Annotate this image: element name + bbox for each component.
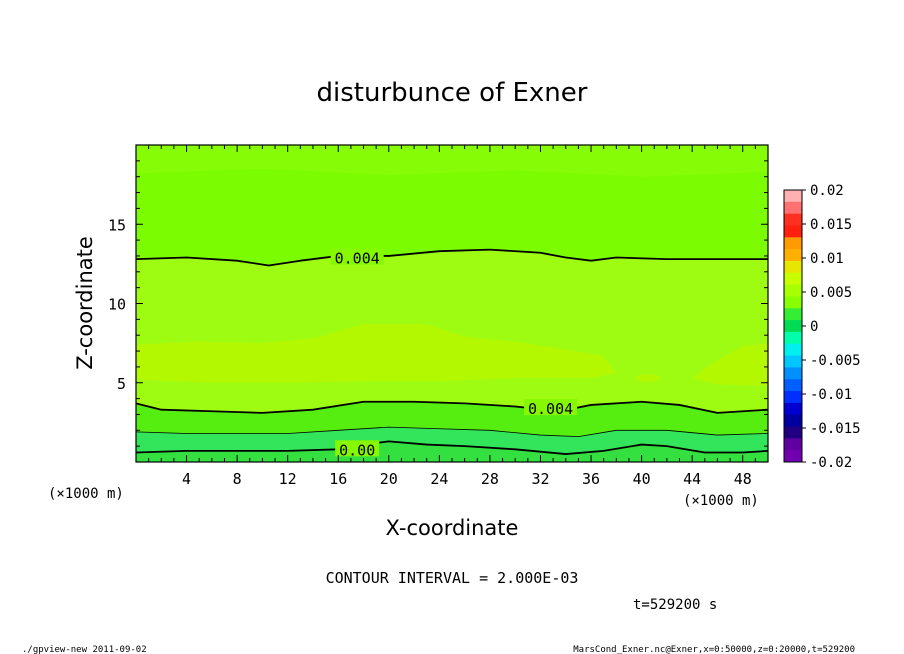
colorbar-swatch: [784, 272, 802, 286]
fill-band-spot: [635, 373, 660, 382]
footer-right: MarsCond_Exner.nc@Exner,x=0:50000,z=0:20…: [573, 645, 855, 654]
contour-label: 0.004: [528, 400, 573, 418]
x-tick-label: 28: [481, 470, 499, 488]
x-tick-label: 40: [633, 470, 651, 488]
colorbar: 0.02 0.015 0.01 0.005 0 -0.005 -0.01 -0.015 -0.0…: [783, 183, 861, 471]
colorbar-swatch: [784, 367, 802, 380]
x-tick-label: 16: [329, 470, 347, 488]
colorbar-label: -0.01: [810, 387, 852, 403]
time-text: t=529200 s: [633, 597, 717, 613]
colorbar-label: -0.015: [810, 421, 861, 437]
colorbar-swatch: [784, 237, 802, 250]
colorbar-label: -0.02: [810, 455, 852, 471]
x-unit-right: (×1000 m): [683, 493, 759, 509]
colorbar-label: 0.005: [810, 285, 852, 301]
x-tick-label: 4: [182, 470, 191, 488]
colorbar-swatch: [784, 331, 802, 345]
contour-line: [135, 400, 769, 414]
x-tick-label: 12: [279, 470, 297, 488]
y-tick-label: 10: [108, 296, 126, 314]
colorbar-swatch: [784, 414, 802, 428]
plot-area: [136, 145, 768, 462]
colorbar-swatch: [784, 391, 802, 404]
x-tick-label: 20: [380, 470, 398, 488]
colorbar-swatch: [784, 284, 802, 297]
x-axis-label: X-coordinate: [386, 516, 519, 540]
y-tick-label: 15: [108, 216, 126, 234]
contour-label-bg: [524, 399, 578, 416]
colorbar-swatch: [784, 379, 802, 392]
x-tick-label: 8: [233, 470, 242, 488]
y-tick-label: 5: [117, 375, 126, 393]
colorbar-swatch: [784, 213, 802, 226]
contour-line: [135, 248, 768, 267]
colorbar-label: 0.015: [810, 217, 852, 233]
fill-band-mid: [136, 249, 768, 413]
colorbar-swatch: [784, 308, 802, 321]
colorbar-swatch: [784, 450, 802, 463]
colorbar-label: 0: [810, 319, 818, 335]
colorbar-swatch: [784, 355, 802, 368]
x-unit-left: (×1000 m): [48, 486, 124, 502]
fill-band-top: [136, 145, 768, 177]
fill-band-core: [136, 324, 617, 383]
contour-interval-text: CONTOUR INTERVAL = 2.000E-03: [326, 569, 579, 587]
colorbar-swatch: [784, 343, 802, 357]
colorbar-swatch: [784, 426, 802, 439]
chart-title: disturbunce of Exner: [317, 78, 588, 108]
colorbar-label: -0.005: [810, 353, 861, 369]
colorbar-swatch: [784, 190, 802, 203]
contour-label-bg: [335, 440, 380, 457]
colorbar-swatch: [784, 438, 802, 451]
contour-label-bg: [330, 248, 384, 265]
x-tick-label: 32: [531, 470, 549, 488]
contour-lines: [135, 248, 769, 455]
footer-left: ./gpview-new 2011-09-02: [22, 645, 147, 654]
colorbar-swatch: [784, 296, 802, 309]
x-tick-label: 44: [683, 470, 701, 488]
colorbar-label: 0.02: [810, 183, 844, 199]
colorbar-swatch: [784, 249, 802, 262]
contour-label: 0.004: [335, 250, 380, 268]
x-tick-label: 48: [734, 470, 752, 488]
colorbar-swatch: [784, 201, 802, 215]
fill-band-low: [136, 401, 768, 437]
contour-label: 0.00: [339, 441, 375, 459]
x-tick-label: 24: [430, 470, 448, 488]
x-tick-label: 36: [582, 470, 600, 488]
y-axis-label: Z-coordinate: [73, 236, 97, 370]
fill-band-core-right: [692, 343, 768, 386]
colorbar-swatch: [784, 260, 802, 274]
colorbar-swatch: [784, 225, 802, 238]
contour-line: [135, 426, 769, 438]
contour-labels: 0.004 0.004 0.00: [330, 248, 578, 459]
colorbar-swatch: [784, 320, 802, 333]
contour-line: [135, 440, 769, 455]
colorbar-swatch: [784, 402, 802, 416]
colorbar-label: 0.01: [810, 251, 844, 267]
fill-band-zero: [136, 441, 768, 462]
